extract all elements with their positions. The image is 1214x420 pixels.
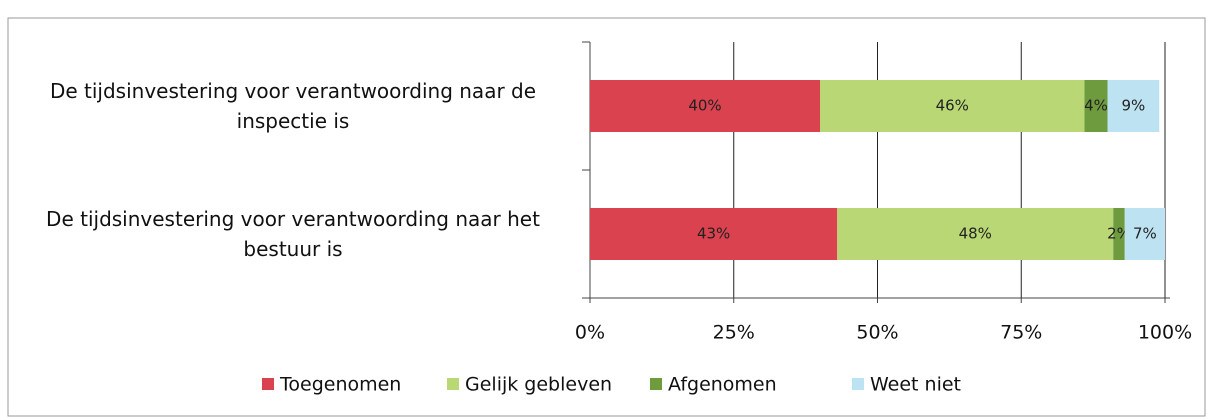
bar-segment — [590, 80, 820, 132]
bar-segment — [1107, 80, 1160, 132]
x-tick-label: 0% — [575, 322, 605, 344]
legend-label: Afgenomen — [668, 374, 777, 396]
data-label: 4% — [1084, 97, 1108, 115]
category-label: De tijdsinvestering voor verantwoording … — [49, 79, 537, 133]
data-label: 46% — [936, 97, 969, 115]
bar-segment — [1113, 208, 1125, 260]
x-tick-label: 25% — [713, 322, 755, 344]
legend-label: Gelijk gebleven — [465, 374, 612, 396]
legend-swatch — [650, 378, 662, 390]
x-tick-label: 100% — [1138, 322, 1192, 344]
data-label: 40% — [688, 97, 721, 115]
data-label: 48% — [959, 225, 992, 243]
data-label: 9% — [1121, 97, 1145, 115]
x-tick-label: 50% — [856, 322, 898, 344]
bar-segment — [1124, 208, 1165, 260]
bar-segment — [820, 80, 1085, 132]
data-label: 7% — [1133, 225, 1157, 243]
x-tick-label: 75% — [1000, 322, 1042, 344]
legend-label: Toegenomen — [279, 374, 401, 396]
legend-swatch — [447, 378, 459, 390]
legend-label: Weet niet — [870, 374, 961, 396]
data-label: 43% — [697, 225, 730, 243]
frame — [7, 17, 1206, 417]
bar-segment — [1084, 80, 1108, 132]
legend-swatch — [852, 378, 864, 390]
legend-swatch — [262, 378, 274, 390]
bar-segment — [590, 208, 838, 260]
category-label: De tijdsinvestering voor verantwoording … — [46, 207, 540, 261]
bar-segment — [837, 208, 1114, 260]
